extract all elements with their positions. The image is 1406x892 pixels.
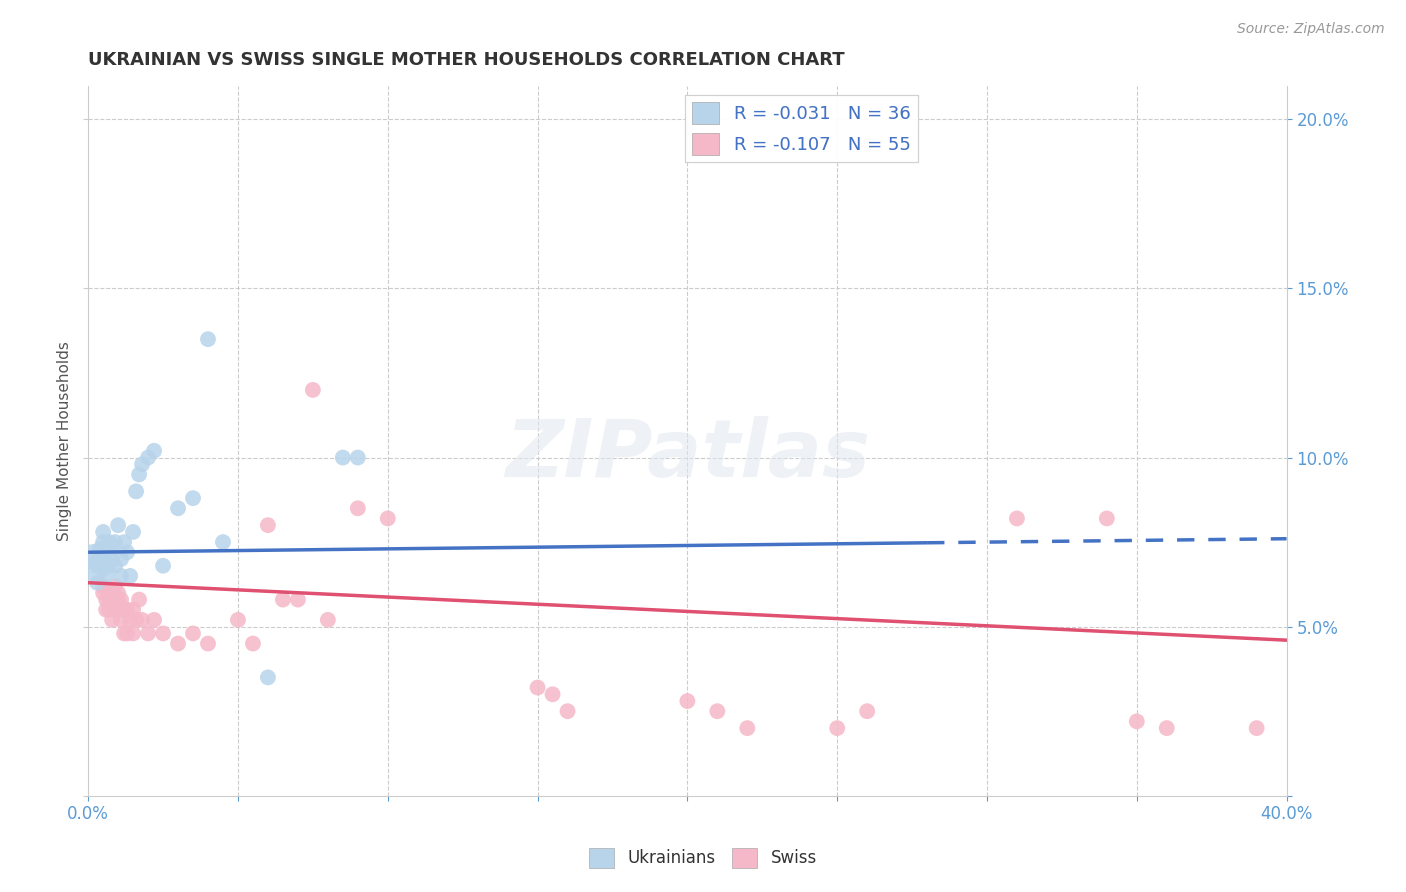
Point <box>737 721 759 735</box>
Point <box>128 467 150 482</box>
Point <box>112 626 135 640</box>
Point <box>125 484 148 499</box>
Point <box>104 603 127 617</box>
Point <box>98 592 121 607</box>
Point <box>706 704 728 718</box>
Point <box>98 535 121 549</box>
Point <box>143 443 166 458</box>
Point <box>86 558 108 573</box>
Point <box>152 626 174 640</box>
Point <box>131 458 153 472</box>
Legend: Ukrainians, Swiss: Ukrainians, Swiss <box>582 841 824 875</box>
Point <box>122 626 145 640</box>
Point <box>94 592 117 607</box>
Point <box>110 613 132 627</box>
Point <box>122 603 145 617</box>
Point <box>181 491 204 505</box>
Point <box>89 552 111 566</box>
Point <box>101 541 124 556</box>
Point <box>101 552 124 566</box>
Legend: R = -0.031   N = 36, R = -0.107   N = 55: R = -0.031 N = 36, R = -0.107 N = 55 <box>685 95 918 162</box>
Text: UKRAINIAN VS SWISS SINGLE MOTHER HOUSEHOLDS CORRELATION CHART: UKRAINIAN VS SWISS SINGLE MOTHER HOUSEHO… <box>89 51 845 69</box>
Point <box>98 603 121 617</box>
Point <box>131 613 153 627</box>
Point <box>212 535 235 549</box>
Point <box>91 558 114 573</box>
Point <box>181 626 204 640</box>
Point <box>107 586 129 600</box>
Point <box>316 613 339 627</box>
Point <box>676 694 699 708</box>
Text: ZIPatlas: ZIPatlas <box>505 416 870 494</box>
Point <box>143 613 166 627</box>
Text: Source: ZipAtlas.com: Source: ZipAtlas.com <box>1237 22 1385 37</box>
Point <box>541 687 564 701</box>
Point <box>91 586 114 600</box>
Point <box>242 636 264 650</box>
Point <box>101 586 124 600</box>
Point <box>271 592 294 607</box>
Point <box>94 569 117 583</box>
Point <box>197 636 219 650</box>
Point <box>101 613 124 627</box>
Point <box>98 586 121 600</box>
Point <box>120 569 142 583</box>
Point <box>91 524 114 539</box>
Point <box>302 383 325 397</box>
Point <box>115 603 138 617</box>
Point <box>104 558 127 573</box>
Point <box>101 592 124 607</box>
Point <box>110 569 132 583</box>
Point <box>377 511 399 525</box>
Point <box>104 535 127 549</box>
Point <box>257 518 280 533</box>
Point <box>98 558 121 573</box>
Point <box>107 518 129 533</box>
Point <box>1156 721 1178 735</box>
Point <box>346 450 368 465</box>
Point <box>856 704 879 718</box>
Point <box>1246 721 1268 735</box>
Point <box>346 501 368 516</box>
Point <box>197 332 219 346</box>
Point <box>94 603 117 617</box>
Point <box>104 579 127 593</box>
Point <box>257 670 280 684</box>
Point <box>115 626 138 640</box>
Point <box>110 552 132 566</box>
Point <box>152 558 174 573</box>
Point <box>89 541 111 556</box>
Point <box>107 592 129 607</box>
Point <box>122 524 145 539</box>
Point <box>115 545 138 559</box>
Point <box>107 603 129 617</box>
Point <box>91 579 114 593</box>
Point <box>167 636 190 650</box>
Point <box>110 592 132 607</box>
Point <box>83 555 105 569</box>
Point <box>136 450 159 465</box>
Point <box>226 613 249 627</box>
Point <box>91 535 114 549</box>
Point <box>1095 511 1118 525</box>
Point <box>1005 511 1028 525</box>
Point <box>526 681 548 695</box>
Point <box>128 592 150 607</box>
Point <box>112 535 135 549</box>
Point <box>83 555 105 569</box>
Point <box>136 626 159 640</box>
Point <box>86 575 108 590</box>
Point <box>332 450 354 465</box>
Point <box>1126 714 1149 729</box>
Point <box>120 613 142 627</box>
Point <box>94 545 117 559</box>
Point <box>112 603 135 617</box>
Point <box>167 501 190 516</box>
Point <box>125 613 148 627</box>
Y-axis label: Single Mother Households: Single Mother Households <box>58 341 72 541</box>
Point <box>825 721 848 735</box>
Point <box>557 704 579 718</box>
Point <box>287 592 309 607</box>
